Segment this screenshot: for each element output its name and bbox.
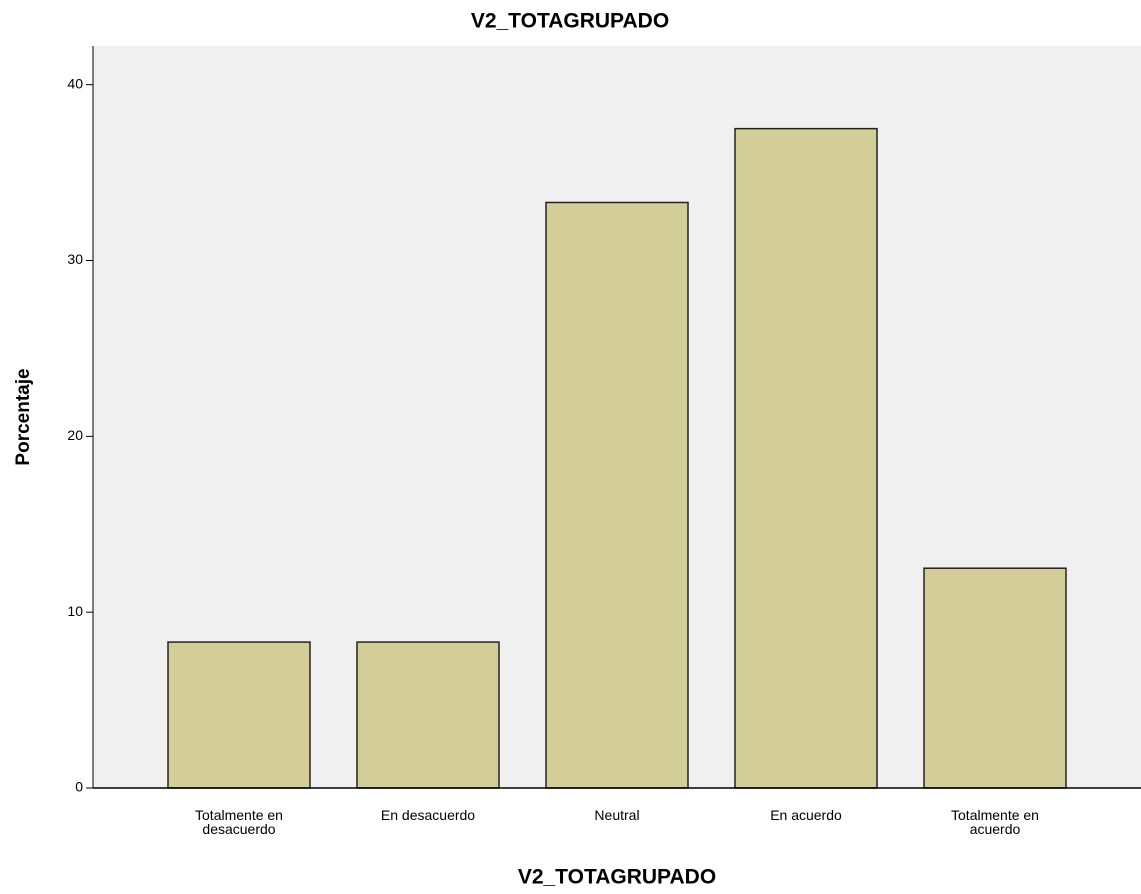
bar <box>167 641 311 789</box>
y-tick-label: 10 <box>67 603 83 619</box>
y-axis-title: Porcentaje <box>13 368 34 465</box>
bar <box>734 127 878 789</box>
bar <box>545 201 689 789</box>
x-tick-label: En desacuerdo <box>380 807 476 823</box>
chart-title: V2_TOTAGRUPADO <box>471 10 669 33</box>
y-tick-label: 30 <box>67 251 83 267</box>
y-tick-label: 0 <box>75 779 83 795</box>
bar <box>923 567 1067 789</box>
x-tick-label: En acuerdo <box>770 807 842 823</box>
x-tick-label: Totalmente en acuerdo <box>951 807 1039 837</box>
x-axis-title: V2_TOTAGRUPADO <box>518 866 716 889</box>
y-tick-label: 40 <box>67 75 83 91</box>
x-tick-label: Totalmente en desacuerdo <box>195 807 283 837</box>
y-tick-label: 20 <box>67 427 83 443</box>
x-tick-label: Neutral <box>594 807 640 823</box>
bar <box>356 641 500 789</box>
